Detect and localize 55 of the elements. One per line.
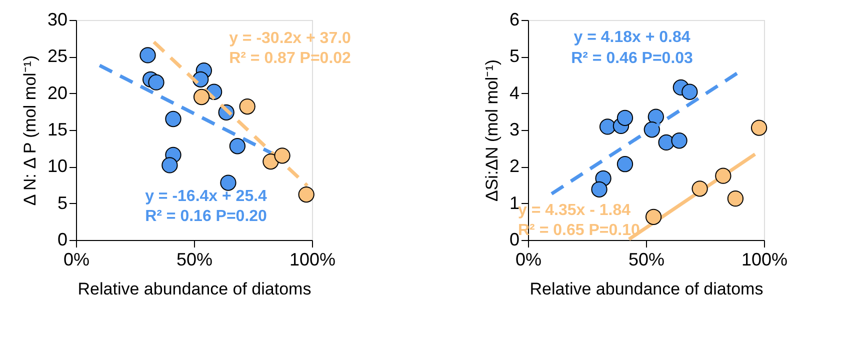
point — [298, 186, 314, 203]
y-tick-label: 15 — [47, 120, 68, 140]
point — [658, 134, 674, 151]
point — [148, 74, 164, 90]
point — [220, 174, 236, 191]
point — [262, 153, 279, 170]
point — [616, 156, 634, 172]
y-tick-label: 4 — [509, 82, 520, 103]
x-tick-label: 50% — [176, 250, 213, 270]
y-tick-label: 30 — [47, 10, 68, 30]
annotation: y = -16.4x + 25.4 — [145, 188, 268, 205]
point — [140, 47, 156, 64]
y-tick-label: 0 — [57, 230, 68, 250]
annotation: R² = 0.87 P=0.02 — [229, 50, 352, 67]
x-tick-label: 100% — [289, 250, 336, 270]
x-tick-label: 0% — [515, 250, 542, 270]
y-tick-label: 3 — [509, 120, 520, 140]
point — [715, 168, 732, 184]
point — [239, 98, 256, 115]
y-tick-label: 20 — [47, 82, 68, 103]
x-axis-title: Relative abundance of diatoms — [78, 280, 312, 298]
y-tick-label: 10 — [47, 156, 68, 176]
annotation: y = -30.2x + 37.0 — [229, 30, 352, 47]
point — [162, 157, 178, 174]
y-axis-title: Δ N: Δ P (mol mol⁻¹) — [20, 55, 40, 206]
point — [727, 190, 744, 207]
y-tick-label: 6 — [509, 10, 520, 30]
point — [648, 108, 664, 125]
x-tick-label: 100% — [741, 250, 788, 270]
point — [750, 120, 768, 136]
point — [229, 138, 246, 154]
point — [591, 181, 608, 198]
y-axis-title: ΔSi:ΔN (mol mol⁻¹) — [482, 59, 502, 202]
y-tick-label: 2 — [509, 156, 520, 176]
y-tick-label: 5 — [509, 46, 520, 66]
point — [599, 118, 616, 135]
point — [692, 180, 708, 197]
point — [682, 84, 698, 100]
annotation: R² = 0.46 P=0.03 — [571, 50, 694, 67]
y-tick-label: 25 — [47, 46, 68, 66]
y-tick-label: 0 — [509, 230, 520, 250]
point — [671, 132, 688, 149]
point — [616, 110, 634, 126]
point — [193, 88, 210, 106]
y-tick-label: 1 — [509, 192, 520, 213]
point — [274, 148, 290, 164]
annotation: R² = 0.16 P=0.20 — [145, 208, 268, 225]
x-axis-title: Relative abundance of diatoms — [530, 280, 764, 298]
annotation: y = 4.35x - 1.84 — [518, 202, 631, 219]
x-tick-label: 0% — [63, 250, 90, 270]
x-tick-label: 50% — [628, 250, 665, 270]
annotation: y = 4.18x + 0.84 — [574, 29, 690, 46]
point — [645, 208, 662, 225]
y-tick-label: 5 — [57, 192, 68, 213]
point — [165, 110, 182, 128]
